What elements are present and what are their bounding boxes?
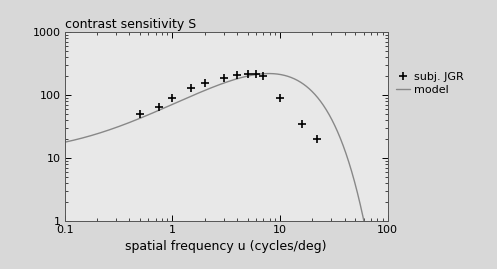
model [277,73,283,76]
model [362,225,368,228]
Legend: subj. JGR, model: subj. JGR, model [397,72,464,95]
subj. JGR [169,96,175,100]
model [190,94,196,97]
model [266,72,272,75]
model [63,140,69,144]
model [104,129,110,132]
X-axis label: spatial frequency u (cycles/deg): spatial frequency u (cycles/deg) [125,240,327,253]
subj. JGR [253,72,259,75]
Text: contrast sensitivity S: contrast sensitivity S [65,18,196,31]
subj. JGR [260,75,266,78]
model [62,141,68,144]
subj. JGR [202,82,208,85]
subj. JGR [234,74,240,77]
subj. JGR [137,112,143,116]
model [285,75,291,78]
subj. JGR [314,137,320,140]
subj. JGR [277,96,283,100]
subj. JGR [156,105,162,108]
subj. JGR [188,86,194,90]
Line: subj. JGR: subj. JGR [136,69,321,143]
model [201,89,207,92]
subj. JGR [245,73,250,76]
Line: model: model [65,73,365,226]
subj. JGR [221,77,227,80]
subj. JGR [299,122,305,125]
